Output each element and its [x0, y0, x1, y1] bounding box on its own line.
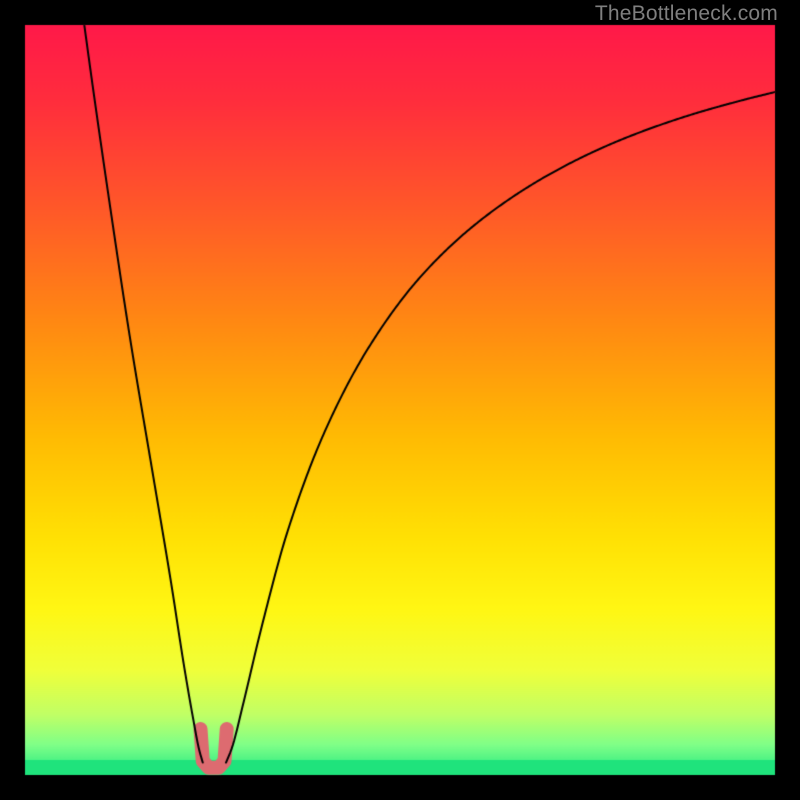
watermark-text: TheBottleneck.com — [595, 2, 778, 26]
chart-stage: TheBottleneck.com — [0, 0, 800, 800]
bottleneck-curve-canvas — [0, 0, 800, 800]
